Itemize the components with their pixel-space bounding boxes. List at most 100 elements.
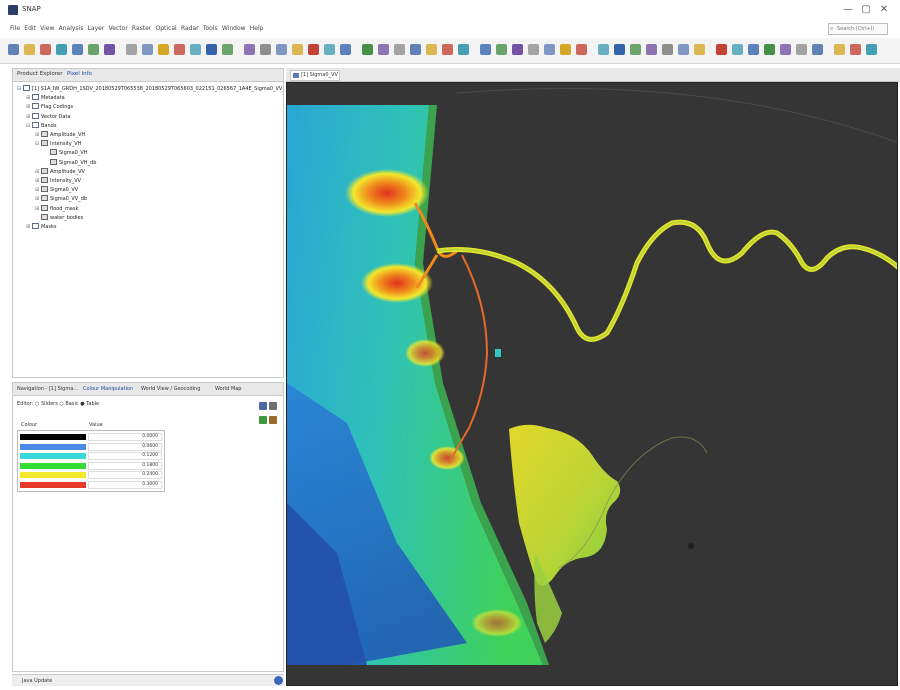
radio-table-icon[interactable]: ● xyxy=(80,401,87,407)
toolbar-tool-icon[interactable] xyxy=(732,44,743,55)
radio-sliders-icon[interactable]: ○ xyxy=(35,401,41,407)
toolbar-tool-icon[interactable] xyxy=(24,44,35,55)
minimize-button[interactable]: — xyxy=(843,4,853,15)
toolbar-tool-icon[interactable] xyxy=(614,44,625,55)
tab-world-view[interactable]: World View / Geocoding xyxy=(141,386,201,392)
colour-swatch[interactable] xyxy=(20,453,86,460)
expand-icon[interactable]: ⊞ xyxy=(35,205,40,212)
mode-basic[interactable]: Basic xyxy=(65,401,79,407)
colour-value-field[interactable]: 0.1800 xyxy=(88,461,162,470)
tree-item[interactable]: ⊞ Masks xyxy=(26,223,56,232)
tree-item[interactable]: ⊞ Amplitude_VH xyxy=(35,131,85,140)
toolbar-tool-icon[interactable] xyxy=(512,44,523,55)
toolbar-tool-icon[interactable] xyxy=(716,44,727,55)
expand-icon[interactable]: ⊞ xyxy=(26,104,31,111)
toolbar-tool-icon[interactable] xyxy=(308,44,319,55)
toolbar-tool-icon[interactable] xyxy=(244,44,255,55)
tree-item[interactable]: Sigma0_VH_db xyxy=(44,158,96,168)
toolbar-tool-icon[interactable] xyxy=(694,44,705,55)
tree-item[interactable]: ⊟ Bands xyxy=(26,121,56,131)
tree-item[interactable]: ⊟ [1] S1A_IW_GRDH_1SDV_20180529T065538_20… xyxy=(17,85,283,94)
toolbar-tool-icon[interactable] xyxy=(598,44,609,55)
colour-value-field[interactable]: 0.1200 xyxy=(88,452,162,461)
toolbar-tool-icon[interactable] xyxy=(866,44,877,55)
toolbar-tool-icon[interactable] xyxy=(646,44,657,55)
colour-swatch[interactable] xyxy=(20,482,86,488)
toolbar-tool-icon[interactable] xyxy=(142,44,153,55)
toolbar-tool-icon[interactable] xyxy=(426,44,437,55)
tree-item[interactable]: ⊟ Intensity_VH xyxy=(35,140,81,149)
tree-item[interactable]: ⊞ Amplitude_VV xyxy=(35,167,85,177)
tree-item[interactable]: Sigma0_VH xyxy=(44,149,88,158)
colour-swatch[interactable] xyxy=(20,472,86,479)
import-icon[interactable] xyxy=(259,402,267,410)
toolbar-tool-icon[interactable] xyxy=(630,44,641,55)
toolbar-tool-icon[interactable] xyxy=(780,44,791,55)
colour-swatch[interactable] xyxy=(20,462,86,469)
tree-item[interactable]: ⊞ Flag Codings xyxy=(26,103,73,112)
menu-optical[interactable]: Optical xyxy=(155,25,177,32)
toolbar-tool-icon[interactable] xyxy=(576,44,587,55)
expand-icon[interactable]: ⊞ xyxy=(35,168,40,175)
expand-icon[interactable]: ⊞ xyxy=(35,187,40,194)
expand-icon[interactable]: ⊞ xyxy=(35,132,40,138)
toolbar-tool-icon[interactable] xyxy=(796,44,807,55)
toolbar-tool-icon[interactable] xyxy=(410,44,421,55)
tab-world-map[interactable]: World Map xyxy=(215,386,242,392)
toolbar-tool-icon[interactable] xyxy=(40,44,51,55)
expand-icon[interactable]: ⊞ xyxy=(35,196,40,203)
tab-image-view[interactable]: [1] Sigma0_VV xyxy=(290,70,340,81)
toolbar-tool-icon[interactable] xyxy=(340,44,351,55)
expand-icon[interactable]: ⊞ xyxy=(35,178,40,184)
close-button[interactable]: ✕ xyxy=(879,4,889,15)
toolbar-tool-icon[interactable] xyxy=(378,44,389,55)
tree-item[interactable]: water_bodies xyxy=(35,213,83,223)
toolbar-tool-icon[interactable] xyxy=(276,44,287,55)
tree-item[interactable]: ⊞ Metadata xyxy=(26,94,65,103)
toolbar-tool-icon[interactable] xyxy=(104,44,115,55)
expand-icon[interactable]: ⊟ xyxy=(35,141,40,148)
menu-raster[interactable]: Raster xyxy=(131,25,152,32)
toolbar-tool-icon[interactable] xyxy=(362,44,373,55)
toolbar-tool-icon[interactable] xyxy=(394,44,405,55)
toolbar-tool-icon[interactable] xyxy=(190,44,201,55)
colour-table-row[interactable]: 0.3000 xyxy=(18,481,164,489)
colour-value-field[interactable]: 0.0600 xyxy=(88,442,162,451)
toolbar-tool-icon[interactable] xyxy=(292,44,303,55)
menu-window[interactable]: Window xyxy=(221,25,246,32)
toolbar-tool-icon[interactable] xyxy=(496,44,507,55)
toolbar-tool-icon[interactable] xyxy=(324,44,335,55)
toolbar-tool-icon[interactable] xyxy=(662,44,673,55)
reset-icon[interactable] xyxy=(259,416,267,424)
toolbar-tool-icon[interactable] xyxy=(748,44,759,55)
tree-item[interactable]: ⊞ Sigma0_VV xyxy=(35,186,78,195)
menu-file[interactable]: File xyxy=(10,25,21,32)
toolbar-tool-icon[interactable] xyxy=(834,44,845,55)
expand-icon[interactable]: ⊟ xyxy=(17,86,22,92)
expand-icon[interactable]: ⊞ xyxy=(26,95,31,102)
menu-layer[interactable]: Layer xyxy=(87,25,105,32)
colour-table-row[interactable]: 0.1800 xyxy=(18,461,164,470)
colour-table-row[interactable]: 0.1200 xyxy=(18,452,164,461)
export-icon[interactable] xyxy=(269,402,277,410)
tab-pixel-info[interactable]: Pixel Info xyxy=(67,71,92,77)
toolbar-tool-icon[interactable] xyxy=(480,44,491,55)
toolbar-tool-icon[interactable] xyxy=(458,44,469,55)
mode-sliders[interactable]: Sliders xyxy=(40,401,58,407)
toolbar-tool-icon[interactable] xyxy=(174,44,185,55)
menu-view[interactable]: View xyxy=(40,25,55,32)
menu-edit[interactable]: Edit xyxy=(24,25,36,32)
tree-item[interactable]: ⊞ Intensity_VV xyxy=(35,177,81,186)
toolbar-tool-icon[interactable] xyxy=(678,44,689,55)
tree-item[interactable]: ⊞ flood_mask xyxy=(35,204,78,214)
tab-colour-manipulation[interactable]: Colour Manipulation xyxy=(83,386,134,392)
toolbar-tool-icon[interactable] xyxy=(442,44,453,55)
expand-icon[interactable]: ⊞ xyxy=(26,224,31,230)
toolbar-tool-icon[interactable] xyxy=(260,44,271,55)
tree-item[interactable]: ⊞ Sigma0_VV_db xyxy=(35,195,87,204)
tab-product-explorer[interactable]: Product Explorer xyxy=(17,71,63,77)
radio-basic-icon[interactable]: ○ xyxy=(59,401,66,407)
maximize-button[interactable]: ▢ xyxy=(861,4,871,15)
expand-icon[interactable]: ⊞ xyxy=(26,113,31,120)
colour-swatch[interactable] xyxy=(20,434,86,440)
